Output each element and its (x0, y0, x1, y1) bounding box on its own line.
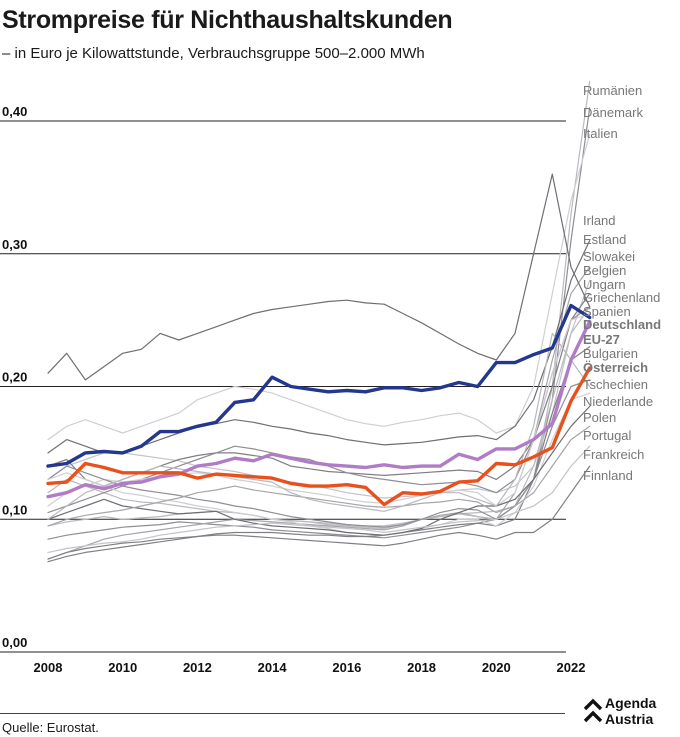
x-tick-label: 2014 (258, 660, 288, 675)
highlight-lines (46, 303, 592, 507)
series-line-rumanien (47, 80, 591, 530)
logo-text: Agenda Austria (605, 695, 656, 727)
series-line-eu-27 (46, 319, 592, 499)
x-tick-label: 2018 (407, 660, 436, 675)
country-label-estland: Estland (583, 232, 626, 247)
x-tick-label: 2022 (557, 660, 586, 675)
country-label-griechenland: Griechenland (583, 290, 660, 305)
y-tick-label: 0,30 (2, 237, 27, 252)
y-tick-label: 0,20 (2, 370, 27, 385)
footer-divider (0, 713, 565, 714)
country-label-spanien: Spanien (583, 304, 631, 319)
x-axis-ticks: 2008 2010 2012 2014 2016 2018 2020 2022 (34, 660, 586, 675)
country-label-bulgarien: Bulgarien (583, 346, 638, 361)
x-tick-label: 2016 (332, 660, 361, 675)
country-label-irland: Irland (583, 213, 616, 228)
series-line-bulgarien (47, 346, 591, 563)
country-label-deutschland: Deutschland (583, 317, 661, 332)
country-label-portugal: Portugal (583, 428, 632, 443)
series-line-ungarn (47, 306, 591, 527)
series-line-portugal (47, 425, 591, 527)
series-line-italien (47, 133, 591, 441)
line-chart: 0,00 0,10 0,20 0,30 0,40 2008 2010 2012 2014 201… (0, 80, 661, 675)
series-line-niederlande (47, 392, 591, 536)
series-line-estland (47, 266, 591, 560)
y-tick-label: 0,00 (2, 635, 27, 650)
series-line-irland (47, 239, 591, 454)
series-line-spanien (47, 312, 591, 507)
other-country-lines (47, 80, 591, 563)
source-note: Quelle: Eurostat. (2, 720, 99, 735)
agenda-austria-logo: Agenda Austria (583, 694, 680, 730)
series-line-osterreich (46, 366, 592, 507)
country-label-osterreich: Österreich (583, 360, 648, 375)
x-tick-label: 2008 (34, 660, 63, 675)
series-line-tschechien (47, 379, 591, 528)
agenda-austria-chevron-icon (583, 698, 603, 723)
country-label-tschechien: Tschechien (583, 377, 648, 392)
country-label-danemark: Dänemark (583, 105, 643, 120)
y-axis-ticks: 0,00 0,10 0,20 0,30 0,40 (2, 104, 27, 650)
chart-subtitle: – in Euro je Kilowattstunde, Verbrauchsg… (2, 45, 425, 62)
country-label-rumanien: Rumänien (583, 83, 642, 98)
gridlines (0, 120, 566, 653)
country-label-eu-27: EU-27 (583, 332, 620, 347)
country-labels: Rumänien Dänemark Italien Irland Estland Slow… (583, 83, 661, 483)
chart-title: Strompreise für Nichthaushaltskunden (2, 6, 453, 34)
series-line-frankreich (47, 445, 591, 554)
country-label-frankreich: Frankreich (583, 447, 644, 462)
y-tick-label: 0,40 (2, 104, 27, 119)
x-tick-label: 2010 (108, 660, 137, 675)
country-label-slowakei: Slowakei (583, 249, 635, 264)
x-tick-label: 2012 (183, 660, 212, 675)
series-line-deutschland (46, 303, 592, 468)
series-line-polen (47, 405, 591, 536)
logo-line-2: Austria (605, 711, 654, 727)
logo-line-1: Agenda (605, 695, 657, 711)
country-label-ungarn: Ungarn (583, 277, 626, 292)
series-line-zypern (47, 173, 591, 381)
y-tick-label: 0,10 (2, 502, 27, 517)
country-label-italien: Italien (583, 126, 618, 141)
x-tick-label: 2020 (482, 660, 511, 675)
country-label-belgien: Belgien (583, 263, 626, 278)
country-label-finnland: Finnland (583, 468, 633, 483)
country-label-niederlande: Niederlande (583, 394, 653, 409)
series-line-finnland (47, 465, 591, 560)
country-label-polen: Polen (583, 410, 616, 425)
